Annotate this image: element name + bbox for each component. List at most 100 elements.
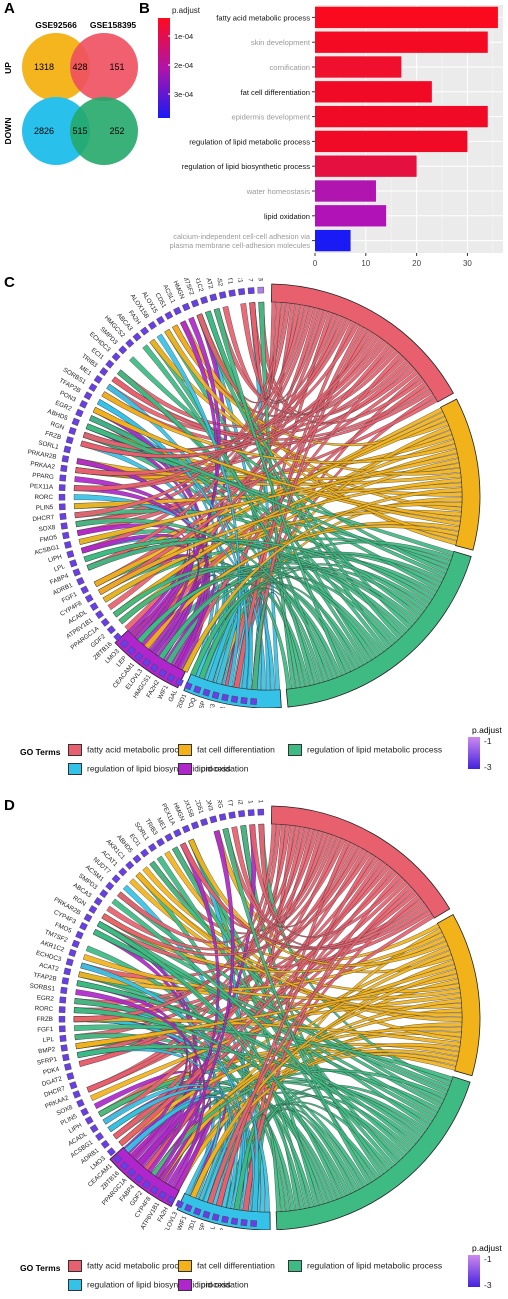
gene-box — [58, 493, 66, 501]
gene-box — [59, 474, 67, 482]
p-adjust-tick-d-top: -1 — [484, 1254, 492, 1264]
ribbon — [240, 303, 324, 402]
y-tick-label: regulation of lipid metabolic process — [189, 137, 310, 146]
gene-box — [84, 1115, 94, 1125]
bar — [315, 105, 488, 128]
gene-box — [240, 1219, 248, 1227]
ribbon — [98, 477, 462, 595]
gene-box — [88, 905, 98, 914]
gene-box — [230, 695, 239, 703]
gene-box — [190, 299, 200, 308]
gene-box — [99, 889, 109, 899]
gene-box — [60, 522, 68, 530]
gene-box — [175, 677, 184, 687]
y-tick-label: lipid oxidation — [264, 212, 310, 221]
gene-box — [184, 681, 193, 691]
gene-box — [134, 652, 144, 662]
gene-box — [59, 1034, 67, 1042]
ribbon — [101, 391, 457, 464]
gene-box — [83, 391, 93, 401]
gene-box — [230, 1217, 239, 1225]
gene-box — [71, 417, 80, 427]
ribbon — [142, 344, 329, 682]
gene-box — [166, 1195, 176, 1205]
gene-box — [111, 352, 121, 362]
ribbon — [155, 830, 235, 1179]
ribbon — [198, 587, 324, 684]
venn-down-left-circle — [22, 97, 90, 165]
venn-row-down: DOWN — [3, 118, 13, 145]
gene-box — [209, 815, 218, 824]
go-term-legend-item: regulation of lipid metabolic process — [288, 1260, 442, 1272]
gene-box — [202, 1210, 211, 1219]
gene-box — [132, 854, 142, 864]
legend-label: fat cell differentiation — [197, 1260, 275, 1271]
gene-label: ADIPOQ — [183, 697, 198, 708]
go-term-legend-item: regulation of lipid biosynthetic process — [68, 763, 231, 775]
ribbon — [180, 842, 427, 950]
ribbon — [215, 853, 376, 1207]
gene-label: FGF1 — [37, 1026, 54, 1034]
gene-label: GAL — [167, 688, 179, 703]
gene-label: ACAT2 — [38, 962, 59, 973]
gene-label: PEX11A — [30, 483, 54, 491]
ribbon — [111, 898, 396, 1168]
gene-box — [75, 408, 84, 418]
legend-label: lipid oxidation — [197, 763, 249, 774]
p-adjust-tick-c-top: -1 — [484, 736, 492, 746]
gene-box — [84, 593, 94, 603]
ribbon — [172, 324, 449, 447]
ribbon — [82, 322, 360, 453]
gene-box — [68, 426, 77, 436]
go-term-legend-item: fatty acid metabolic process — [68, 744, 192, 756]
gene-label: BMP2 — [38, 1046, 56, 1055]
gene-box — [89, 602, 99, 611]
p-adjust-tick-c-bottom: -3 — [484, 762, 492, 772]
gene-box — [63, 967, 72, 976]
gene-label: RORC — [34, 1005, 53, 1013]
gene-label: SORL1 — [38, 440, 60, 452]
y-tick-label: skin development — [251, 38, 311, 47]
gene-label: THRSP — [194, 1222, 207, 1230]
x-tick-label: 30 — [463, 259, 472, 268]
legend-swatch — [178, 744, 192, 756]
ribbon — [92, 406, 462, 522]
gene-box — [257, 286, 265, 294]
gene-box — [147, 843, 157, 852]
bar — [315, 130, 468, 153]
gene-label: SFRP1 — [36, 1056, 58, 1067]
ribbon — [102, 509, 462, 603]
gene-box — [99, 367, 109, 377]
legend-label: lipid oxidation — [197, 1279, 249, 1290]
venn-up-right-count: 151 — [109, 62, 124, 72]
gene-label: ACSS3 — [205, 703, 217, 708]
ribbon — [242, 873, 402, 1212]
p-adjust-colorbar-c — [468, 737, 480, 769]
gene-label: ALOX12B — [256, 278, 264, 281]
legend-swatch — [288, 744, 302, 756]
venn-down-right-count: 252 — [109, 126, 124, 136]
gene-box — [218, 291, 227, 299]
gene-label: GPLD1 — [216, 705, 227, 708]
gene-box — [61, 977, 70, 985]
ribbon — [164, 850, 462, 1042]
gene-label: TFAP2B — [33, 972, 57, 983]
panel-label-c: C — [4, 274, 15, 291]
go-term-legend-item: regulation of lipid metabolic process — [288, 744, 442, 756]
ribbon — [188, 838, 449, 967]
ribbon — [249, 824, 405, 938]
gene-label: NUDT7 — [223, 800, 234, 807]
legend-label: 1e-04 — [174, 32, 193, 41]
gene-box — [134, 1174, 144, 1184]
term-arc — [114, 629, 186, 689]
gene-box — [58, 1015, 66, 1023]
gene-label: PDK4 — [42, 1066, 60, 1077]
ribbon — [149, 338, 461, 476]
gene-box — [60, 986, 68, 995]
gene-box — [93, 896, 103, 906]
gene-box — [238, 810, 246, 818]
gene-label: CD51 — [193, 800, 205, 815]
gene-box — [58, 503, 66, 511]
legend-label: fatty acid metabolic process — [87, 744, 192, 755]
legend-label: regulation of lipid metabolic process — [307, 1260, 443, 1271]
